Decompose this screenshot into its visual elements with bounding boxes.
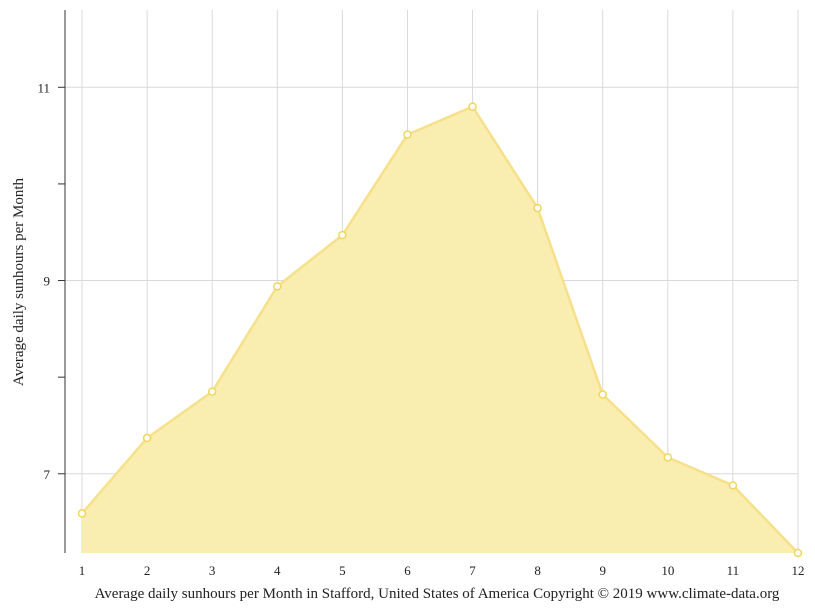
data-point [338, 230, 347, 240]
data-points [77, 102, 803, 558]
data-point [598, 390, 607, 399]
x-tick-label: 5 [339, 563, 346, 578]
x-tick-label: 9 [599, 563, 606, 578]
x-axis-label: Average daily sunhours per Month in Staf… [95, 586, 780, 602]
data-point [663, 453, 673, 462]
data-point [533, 203, 542, 213]
data-point [728, 481, 738, 490]
y-tick-label: 9 [44, 274, 51, 289]
series-line [81, 105, 799, 554]
data-point [468, 102, 477, 111]
x-tick-label: 11 [727, 563, 740, 578]
x-tick-label: 1 [79, 563, 86, 578]
data-point [273, 282, 282, 291]
y-tick-label: 7 [44, 467, 51, 482]
data-point [77, 509, 87, 518]
x-tick-label: 12 [792, 563, 805, 578]
x-tick-label: 8 [534, 563, 541, 578]
x-tick-label: 4 [274, 563, 281, 578]
x-tick-label: 3 [209, 563, 216, 578]
data-point [793, 548, 803, 558]
data-point [403, 130, 412, 139]
y-tick-label: 11 [37, 80, 50, 95]
x-tick-label: 10 [661, 563, 674, 578]
x-tick-label: 7 [469, 563, 476, 578]
x-ticks: 1 2 3 4 5 6 7 8 9 10 11 12 [79, 563, 805, 578]
x-tick-label: 2 [144, 563, 151, 578]
data-point [142, 433, 152, 443]
y-axis-label: Average daily sunhours per Month [11, 178, 27, 387]
y-ticks: 7 9 11 [37, 80, 65, 482]
x-tick-label: 6 [404, 563, 411, 578]
data-point [207, 387, 217, 396]
area-fill [82, 106, 798, 554]
